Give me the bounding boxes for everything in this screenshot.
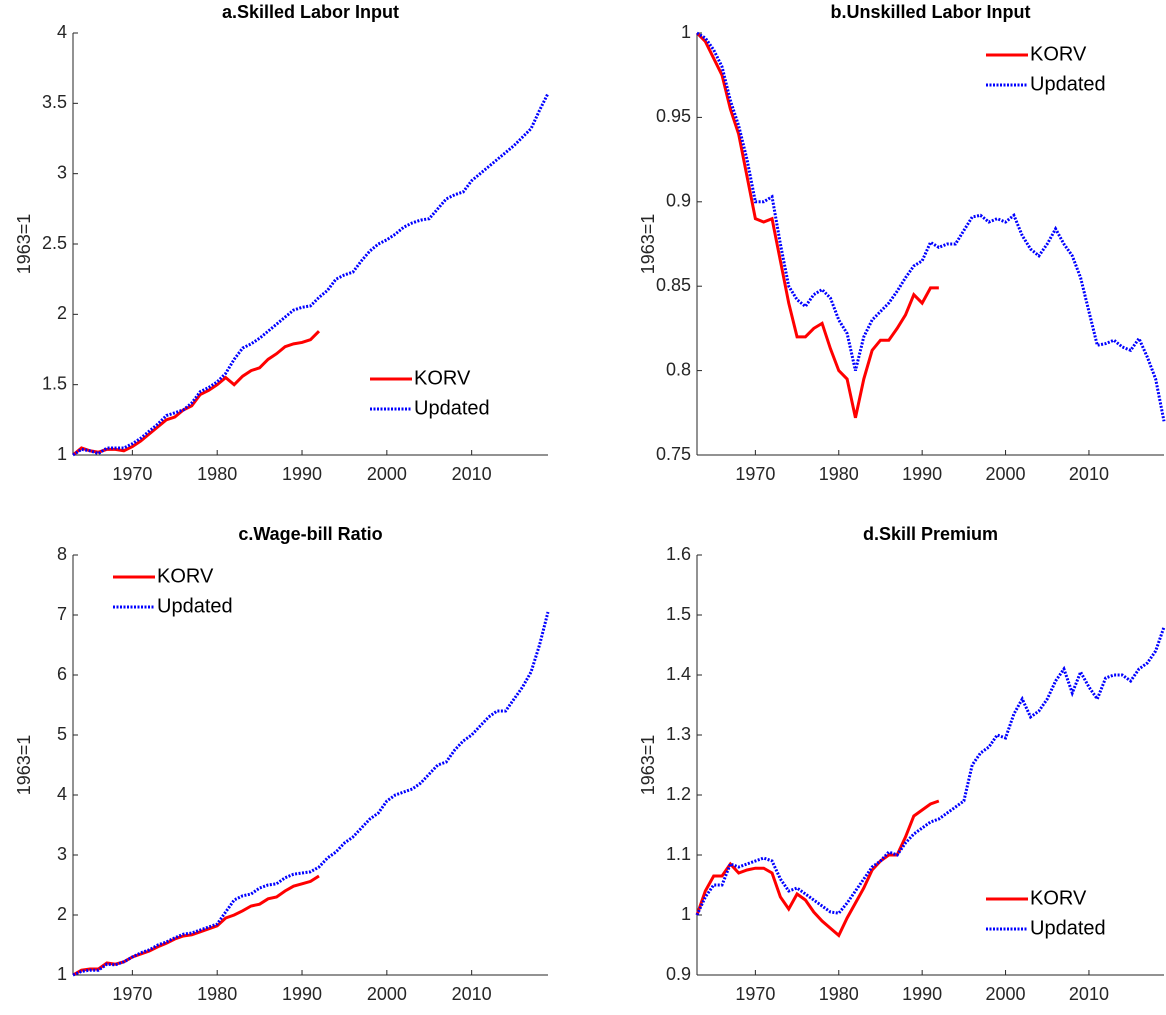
series-line — [72, 92, 550, 457]
x-tick-label: 1990 — [902, 984, 942, 1004]
y-tick-label: 1.3 — [666, 724, 691, 744]
panel: b.Unskilled Labor Input 1963=1 0.75 0.8 0.85… — [638, 2, 1166, 484]
y-tick-label: 1.4 — [666, 664, 691, 684]
x-tick-label: 1980 — [819, 984, 859, 1004]
y-tick-label: 8 — [57, 544, 67, 564]
x-tick-label: 1970 — [735, 464, 775, 484]
x-tick-label: 1980 — [197, 464, 237, 484]
panel: d.Skill Premium 1963=1 0.9 1 1.1 1.2 1.3 1.4 1.5… — [638, 524, 1166, 1004]
y-tick-label: 0.75 — [656, 444, 691, 464]
series-line — [695, 799, 940, 938]
y-axis-label: 1963=1 — [638, 214, 658, 275]
x-tick-label: 2000 — [986, 464, 1026, 484]
series-line — [72, 874, 320, 977]
x-tick-label: 2000 — [986, 984, 1026, 1004]
series-line — [695, 31, 939, 419]
chart-title: c.Wage-bill Ratio — [238, 524, 382, 544]
y-tick-label: 2 — [57, 303, 67, 323]
legend-label: KORV — [1030, 887, 1087, 909]
x-tick-label: 1970 — [112, 464, 152, 484]
y-tick-label: 7 — [57, 604, 67, 624]
legend-label: KORV — [1030, 43, 1087, 65]
y-tick-label: 1 — [681, 22, 691, 42]
chart-title: d.Skill Premium — [863, 524, 998, 544]
y-tick-label: 4 — [57, 784, 67, 804]
x-tick-label: 1990 — [282, 464, 322, 484]
legend-label: Updated — [1030, 917, 1106, 939]
chart-title: b.Unskilled Labor Input — [830, 2, 1030, 22]
y-axis-label: 1963=1 — [638, 735, 658, 796]
y-tick-label: 0.8 — [666, 359, 691, 379]
panel: a.Skilled Labor Input 1963=1 1 1.5 2 2.5 3 3.5 4… — [14, 2, 550, 484]
legend-label: Updated — [157, 595, 233, 617]
y-tick-label: 0.95 — [656, 106, 691, 126]
x-tick-label: 2010 — [1069, 464, 1109, 484]
x-tick-label: 2010 — [452, 984, 492, 1004]
panel: c.Wage-bill Ratio 1963=1 1 2 3 4 5 6 7 8 1970 1980 1… — [14, 524, 550, 1004]
y-tick-label: 1 — [681, 904, 691, 924]
y-tick-label: 0.85 — [656, 275, 691, 295]
y-tick-label: 3.5 — [42, 92, 67, 112]
y-tick-label: 1.2 — [666, 784, 691, 804]
x-tick-label: 1990 — [282, 984, 322, 1004]
y-tick-label: 1 — [57, 964, 67, 984]
series-line — [72, 611, 550, 977]
y-tick-label: 5 — [57, 724, 67, 744]
y-tick-label: 2 — [57, 904, 67, 924]
y-tick-label: 0.9 — [666, 191, 691, 211]
x-tick-label: 2000 — [367, 984, 407, 1004]
y-tick-label: 3 — [57, 844, 67, 864]
x-tick-label: 1980 — [819, 464, 859, 484]
x-tick-label: 1980 — [197, 984, 237, 1004]
y-tick-label: 1.5 — [42, 373, 67, 393]
x-tick-label: 2000 — [367, 464, 407, 484]
y-tick-label: 1.1 — [666, 844, 691, 864]
legend-label: Updated — [414, 397, 490, 419]
y-tick-label: 0.9 — [666, 964, 691, 984]
y-tick-label: 1.5 — [666, 604, 691, 624]
series-line — [695, 626, 1166, 916]
y-tick-label: 1 — [57, 444, 67, 464]
x-tick-label: 2010 — [1069, 984, 1109, 1004]
x-tick-label: 1990 — [902, 464, 942, 484]
y-tick-label: 4 — [57, 22, 67, 42]
series-line — [72, 330, 321, 457]
x-tick-label: 1970 — [735, 984, 775, 1004]
x-tick-label: 2010 — [452, 464, 492, 484]
legend-label: KORV — [414, 367, 471, 389]
x-tick-label: 1970 — [112, 984, 152, 1004]
legend-label: Updated — [1030, 73, 1106, 95]
legend-label: KORV — [157, 565, 214, 587]
y-axis-label: 1963=1 — [14, 214, 34, 275]
y-tick-label: 3 — [57, 162, 67, 182]
y-tick-label: 6 — [57, 664, 67, 684]
chart-title: a.Skilled Labor Input — [222, 2, 399, 22]
y-tick-label: 2.5 — [42, 233, 67, 253]
y-tick-label: 1.6 — [666, 544, 691, 564]
y-axis-label: 1963=1 — [14, 735, 34, 796]
